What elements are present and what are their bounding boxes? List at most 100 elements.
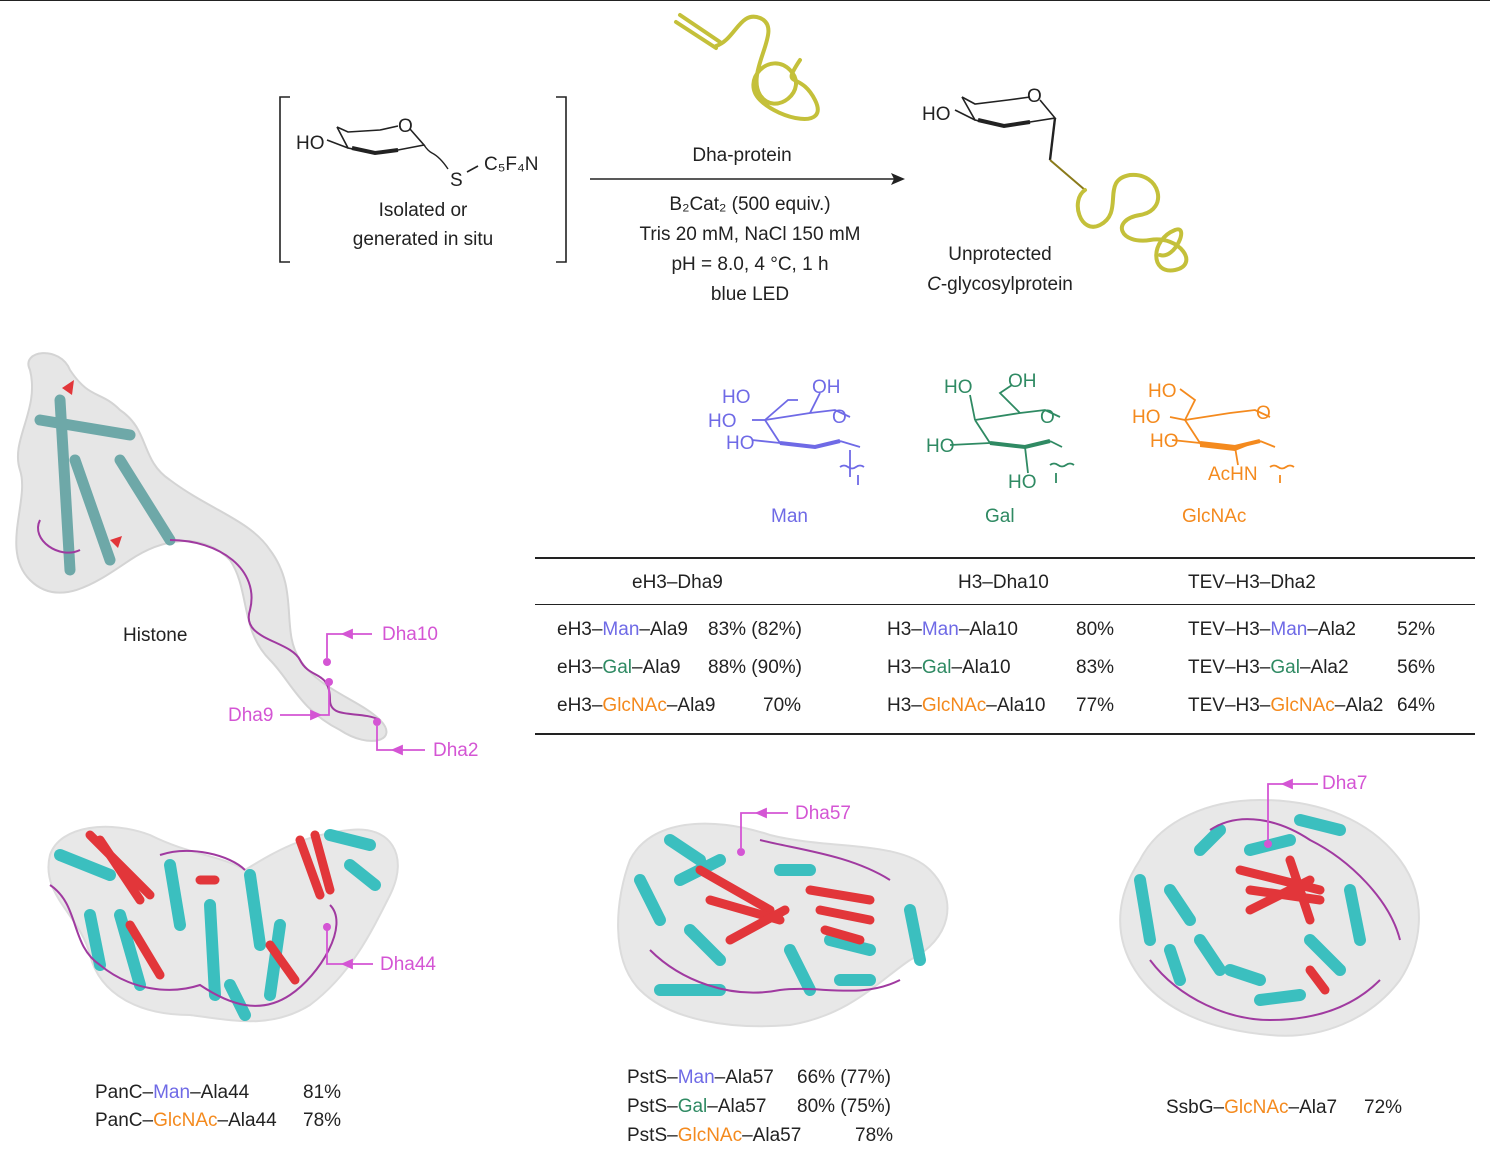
reagent-o: O [398, 116, 413, 137]
result-sugar: Man [153, 1082, 191, 1103]
condition-line: B₂Cat₂ (500 equiv.) [669, 194, 831, 215]
glcnac-label-o: O [1256, 403, 1271, 424]
product-ho: HO [922, 104, 951, 125]
product-protein-drawing [1075, 172, 1189, 273]
result-entry: PanC–GlcNAc–Ala44 [95, 1110, 277, 1132]
result-post: –Ala10 [986, 695, 1046, 716]
result-pre: H3– [887, 619, 922, 640]
result-entry: H3–GlcNAc–Ala10 [887, 695, 1045, 717]
result-post: –Ala44 [190, 1082, 250, 1103]
sugar-name-man: Man [771, 506, 808, 527]
dha9-label: Dha9 [228, 705, 274, 726]
result-yield: 80% [1076, 619, 1115, 640]
dha7-label: Dha7 [1322, 773, 1368, 794]
result-post: –Ala44 [217, 1110, 277, 1131]
ssbg-structure [1119, 778, 1420, 1037]
man-label-oh: OH [812, 377, 841, 398]
result-pre: PanC– [95, 1082, 154, 1103]
product-linker [1049, 159, 1086, 191]
product-label-2-italic: C [927, 274, 941, 295]
product-ring [954, 96, 1057, 161]
result-entry: PstS–Man–Ala57 [627, 1067, 774, 1089]
result-entry: PstS–GlcNAc–Ala57 [627, 1125, 801, 1147]
gal-structure [949, 384, 1075, 483]
result-pre: SsbG– [1166, 1097, 1225, 1118]
result-yield: 64% [1397, 695, 1436, 716]
dha57-label: Dha57 [795, 803, 851, 824]
result-yield: 78% [303, 1110, 342, 1131]
result-entry: TEV–H3–Gal–Ala2 [1188, 657, 1349, 679]
glcnac-label-ho-low: HO [1150, 431, 1179, 452]
dha10-dot [323, 658, 331, 666]
result-pre: eH3– [557, 695, 603, 716]
header-tev: TEV–H3–Dha2 [1188, 572, 1316, 593]
condition-line: Tris 20 mM, NaCl 150 mM [639, 224, 861, 245]
gal-label-ho-left: HO [926, 436, 955, 457]
product-label-2-rest: -glycosylprotein [941, 274, 1073, 295]
sugar-name-gal: Gal [985, 506, 1015, 527]
result-post: –Ala9 [632, 657, 681, 678]
bracket-left [279, 96, 290, 263]
result-entry: TEV–H3–GlcNAc–Ala2 [1188, 695, 1383, 717]
histone-red-1 [62, 380, 74, 395]
panc-sheets [85, 830, 335, 985]
result-pre: TEV–H3– [1188, 695, 1271, 716]
table-rule-bottom [535, 733, 1475, 735]
reaction-scheme: HO O S C₅F₄N Isolated or generated in si… [279, 13, 1189, 295]
result-sugar: GlcNAc [677, 1125, 743, 1146]
result-pre: TEV–H3– [1188, 657, 1271, 678]
histone-helices [34, 394, 176, 576]
dha57-dot [737, 848, 745, 856]
result-sugar: GlcNAc [1270, 695, 1335, 716]
result-post: –Ala2 [1307, 619, 1356, 640]
result-pre: eH3– [557, 619, 603, 640]
man-label-o: O [832, 407, 847, 428]
result-entry: eH3–GlcNAc–Ala9 [557, 695, 715, 717]
man-structure [751, 392, 865, 485]
table-body: eH3–Man–Ala9 83% (82%) H3–Man–Ala10 80% TEV–… [535, 619, 1475, 729]
ssbg-surface [1119, 798, 1420, 1037]
sugar-structures: HO OH HO HO O HO OH O HO HO HO HO HO O A… [708, 371, 1295, 493]
result-post: –Ala2 [1334, 695, 1384, 716]
histone-structure [15, 352, 425, 756]
reagent-note-1: Isolated or [379, 200, 468, 221]
psts-structure [617, 807, 949, 1028]
table-rule-top [535, 557, 1475, 559]
histone-surface [15, 352, 388, 742]
result-pre: TEV–H3– [1188, 619, 1271, 640]
header-h3: H3–Dha10 [958, 572, 1049, 593]
result-pre: PanC– [95, 1110, 154, 1131]
result-sugar: Gal [1270, 657, 1300, 678]
result-post: –Ala9 [666, 695, 716, 716]
man-label-ho-top: HO [722, 387, 751, 408]
psts-coil [649, 839, 901, 994]
panc-helices [54, 829, 381, 1021]
reagent-tail: C₅F₄N [484, 154, 538, 175]
histone-marker-lines [280, 628, 425, 756]
result-entry: H3–Man–Ala10 [887, 619, 1018, 641]
yield-table: eH3–Dha9 H3–Dha10 TEV–H3–Dha2 eH3–Man–Al… [535, 557, 1475, 735]
result-post: –Ala7 [1288, 1097, 1338, 1118]
product-label-2: C-glycosylprotein [927, 274, 1073, 295]
gal-label-oh: OH [1008, 371, 1037, 392]
result-yield: 88% (90%) [708, 657, 802, 678]
result-sugar: Gal [921, 657, 952, 678]
dha7-dot [1264, 840, 1272, 848]
dha7-marker [1267, 778, 1318, 840]
result-sugar: Gal [602, 657, 632, 678]
condition-line: blue LED [710, 284, 790, 305]
result-yield: 72% [1364, 1097, 1403, 1118]
result-post: –Ala10 [958, 619, 1018, 640]
result-pre: H3– [887, 695, 922, 716]
dha57-marker [740, 807, 788, 848]
result-yield: 80% (75%) [797, 1096, 891, 1117]
result-sugar: GlcNAc [1224, 1097, 1289, 1118]
man-label-ho-low: HO [726, 433, 755, 454]
histone-label: Histone [123, 625, 188, 646]
panc-coil [49, 849, 338, 1007]
result-post: –Ala10 [951, 657, 1011, 678]
histone-coil [37, 519, 381, 721]
result-yield: 83% (82%) [708, 619, 802, 640]
product-label-1: Unprotected [948, 244, 1052, 265]
glcnac-label-ho-mid: HO [1132, 407, 1161, 428]
